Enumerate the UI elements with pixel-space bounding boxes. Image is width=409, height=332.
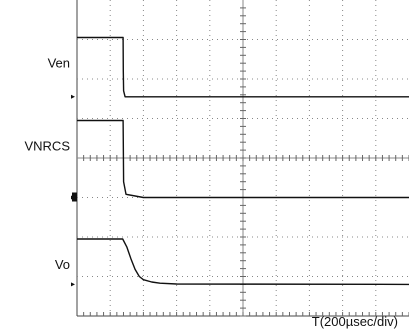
ground-marker-ven	[71, 94, 75, 99]
traces	[77, 36, 409, 286]
labels: Ven VNRCS Vo	[24, 56, 70, 272]
ground-marker-vo	[71, 282, 75, 287]
series-label-ven: Ven	[48, 56, 70, 71]
series-label-vo: Vo	[55, 257, 70, 272]
grid	[76, 0, 409, 317]
x-axis-label: T(200µsec/div)	[312, 314, 398, 329]
ground-markers	[71, 94, 77, 287]
trigger-marker	[72, 192, 77, 202]
trace-vnrcs	[77, 119, 409, 199]
trace-vo	[77, 238, 409, 286]
series-label-vnrcs: VNRCS	[24, 138, 70, 153]
trace-ven	[77, 36, 409, 98]
